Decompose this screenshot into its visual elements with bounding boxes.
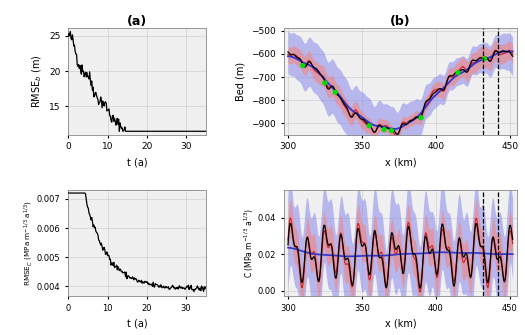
Y-axis label: RMSE$_b$ (m): RMSE$_b$ (m): [30, 55, 44, 109]
Point: [454, 70, 462, 75]
Y-axis label: Bed (m): Bed (m): [236, 62, 246, 101]
Point: [417, 115, 425, 121]
X-axis label: x (km): x (km): [384, 319, 416, 329]
Point: [380, 127, 388, 132]
Y-axis label: C (MPa m$^{-1/3}$ a$^{1/3}$): C (MPa m$^{-1/3}$ a$^{1/3}$): [243, 208, 256, 278]
Y-axis label: RMSE$_C$ (MPa m$^{-1/3}$ a$^{1/3}$): RMSE$_C$ (MPa m$^{-1/3}$ a$^{1/3}$): [23, 200, 36, 286]
Title: (b): (b): [390, 15, 411, 28]
Title: (a): (a): [127, 15, 147, 28]
X-axis label: t (a): t (a): [127, 157, 147, 167]
Point: [387, 128, 396, 133]
Point: [321, 80, 329, 86]
X-axis label: x (km): x (km): [384, 157, 416, 167]
Point: [299, 63, 307, 68]
Point: [480, 56, 489, 61]
X-axis label: t (a): t (a): [127, 319, 147, 329]
Point: [365, 123, 373, 128]
Point: [331, 89, 340, 95]
